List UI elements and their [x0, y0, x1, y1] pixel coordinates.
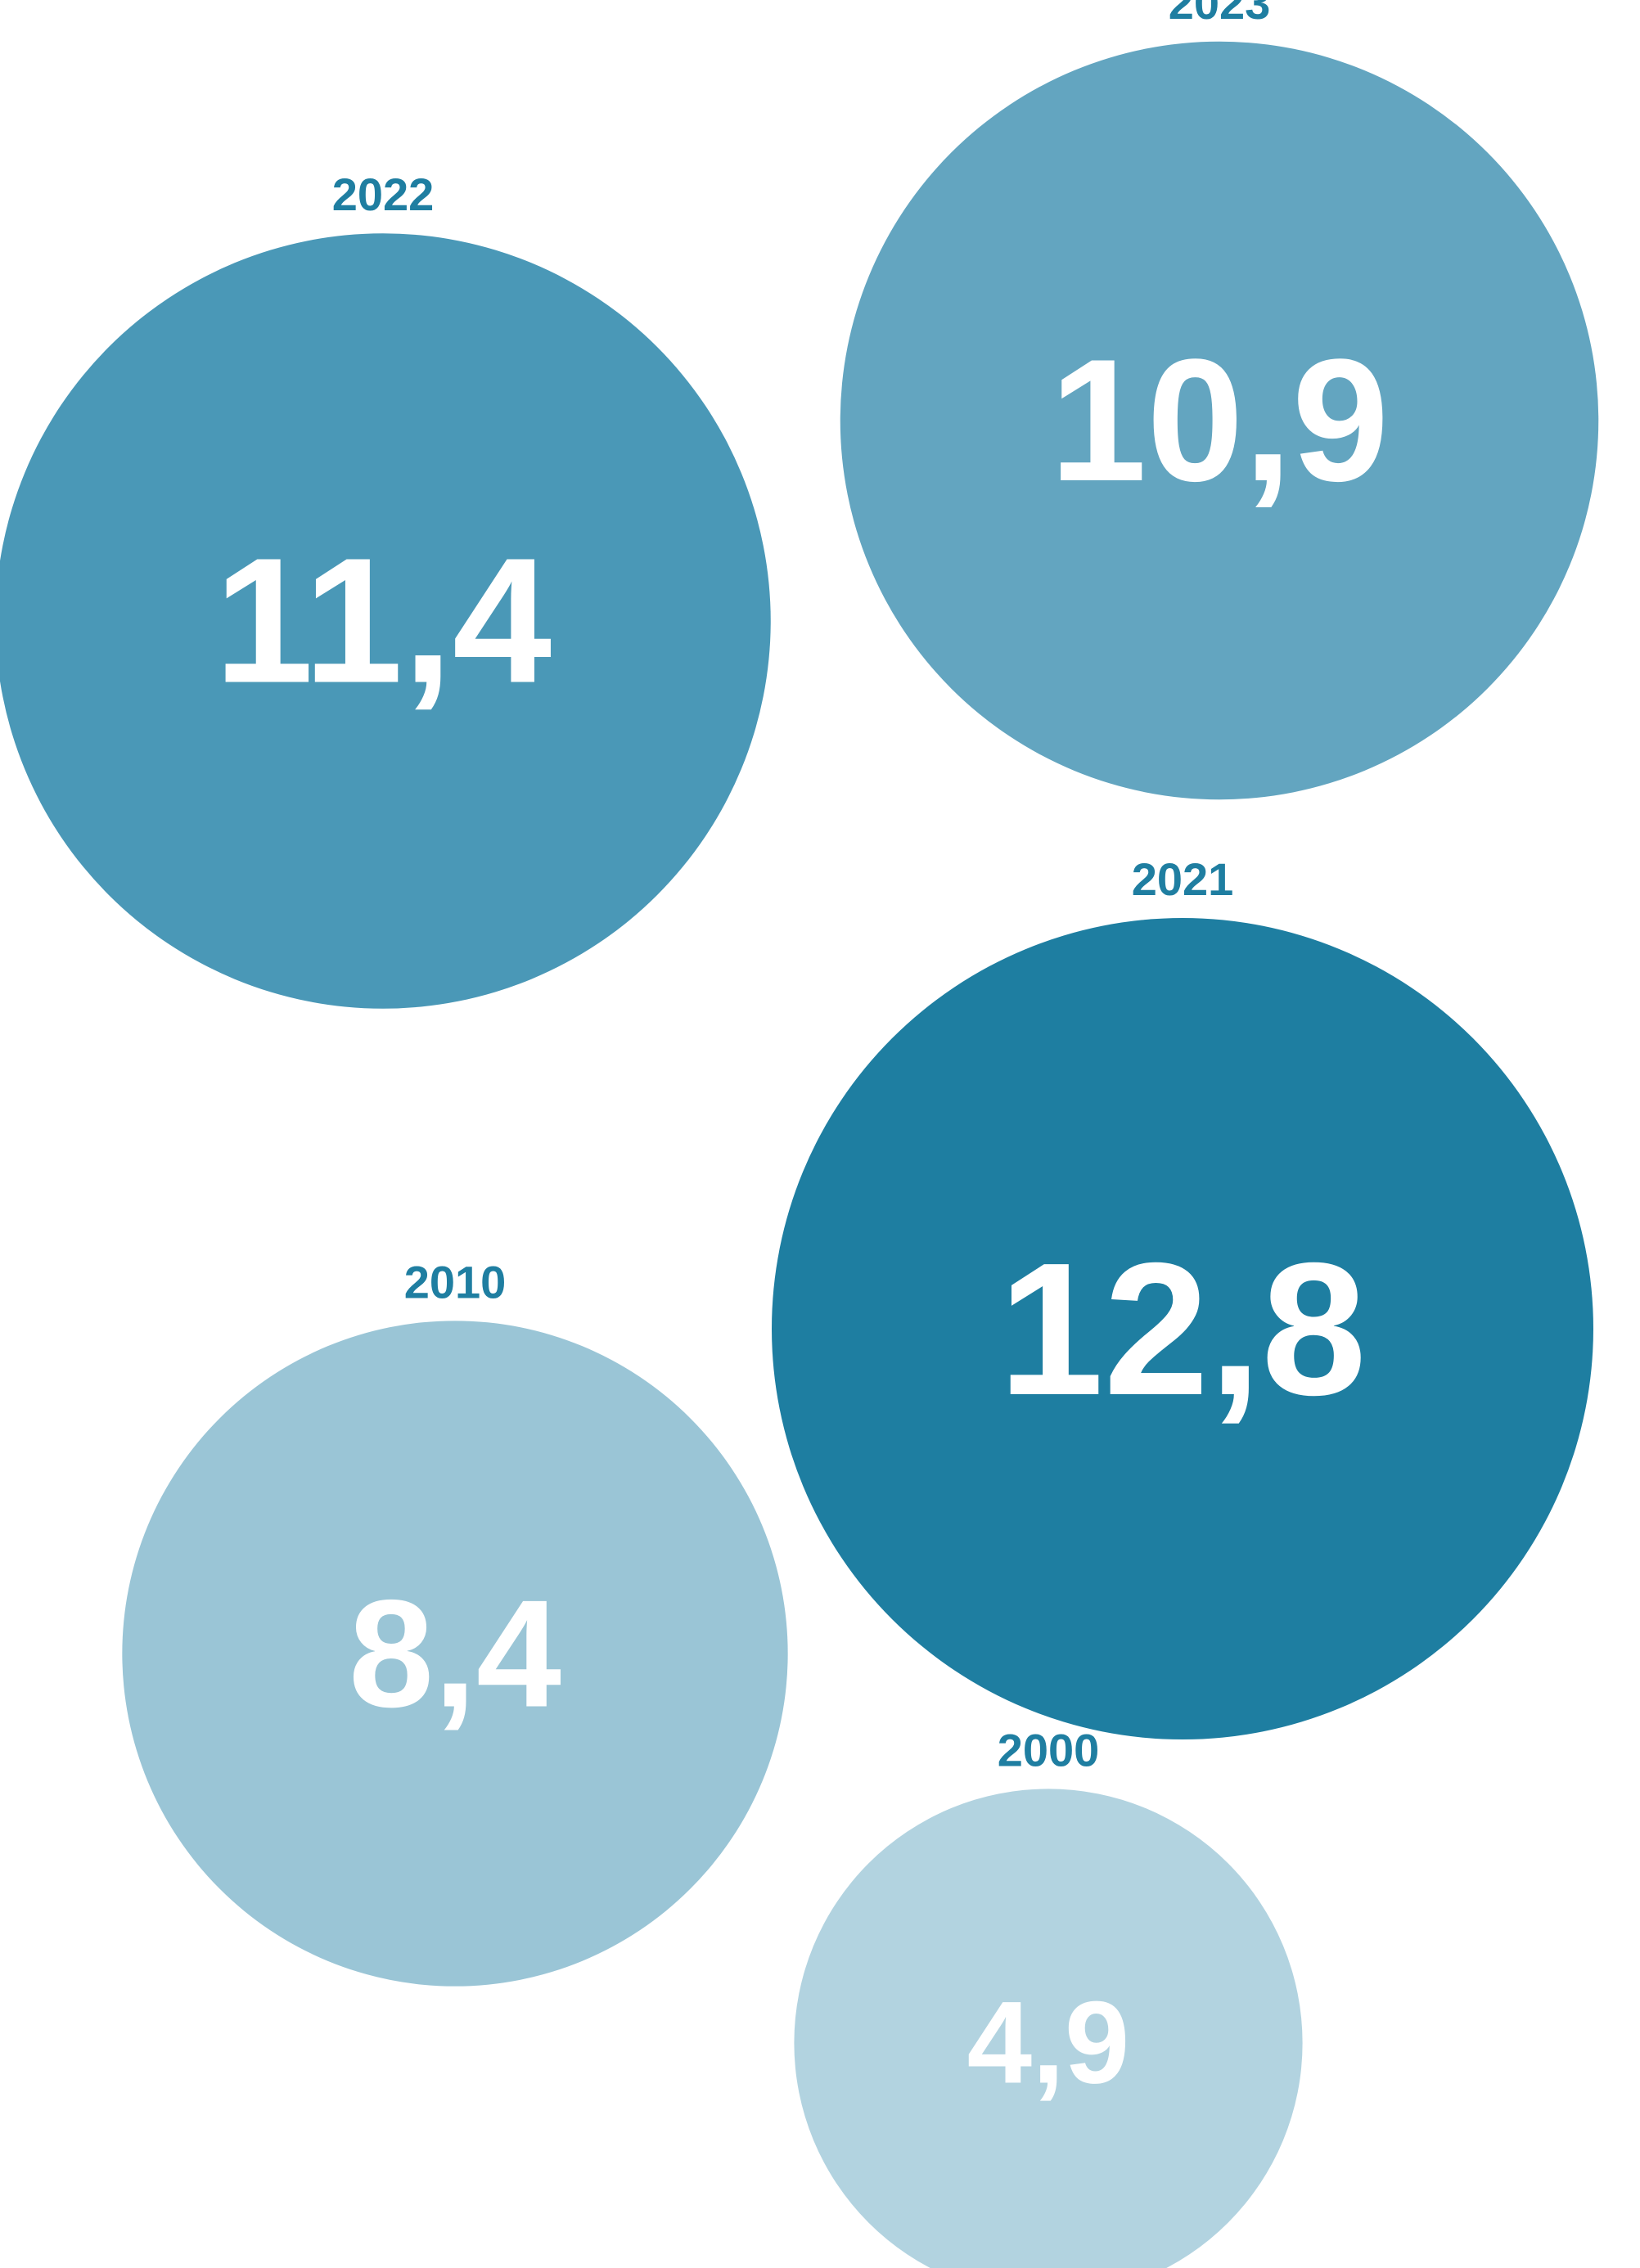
bubble-2023	[840, 41, 1599, 800]
bubble-2022	[0, 233, 771, 1009]
year-label-2010: 2010	[404, 1256, 507, 1307]
bubble-2000	[794, 1789, 1303, 2268]
value-label-2023: 10,9	[1050, 323, 1390, 518]
bubble-group-2000: 2000 4,9	[794, 1724, 1303, 2268]
bubble-group-2010: 2010 8,4	[122, 1256, 788, 1987]
year-label-2021: 2021	[1132, 853, 1234, 905]
value-label-2010: 8,4	[349, 1568, 561, 1739]
year-label-2023: 2023	[1169, 0, 1271, 29]
bubble-group-2023: 2023 10,9	[840, 0, 1599, 800]
bubble-group-2022: 2022 11,4	[0, 169, 771, 1009]
value-label-2021: 12,8	[998, 1223, 1367, 1434]
value-label-2022: 11,4	[214, 522, 552, 721]
year-label-2022: 2022	[332, 169, 435, 220]
bubble-group-2021: 2021 12,8	[772, 853, 1593, 1739]
bubble-2010	[122, 1321, 788, 1987]
year-label-2000: 2000	[998, 1724, 1100, 1775]
bubble-2021	[772, 918, 1593, 1739]
value-label-2000: 4,9	[967, 1978, 1130, 2108]
